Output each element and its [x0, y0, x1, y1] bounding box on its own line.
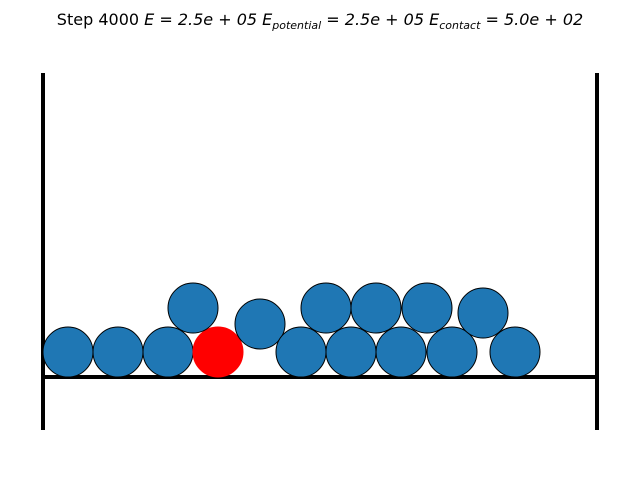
- total-energy-symbol: E: [144, 10, 155, 29]
- container-walls: [41, 73, 599, 430]
- particle: [325, 326, 377, 378]
- total-energy-value: 2.5e + 05: [177, 10, 258, 29]
- particles-group: [42, 282, 541, 378]
- particle: [42, 326, 94, 378]
- particle: [142, 326, 194, 378]
- particle: [489, 326, 541, 378]
- contact-energy-symbol: E: [429, 10, 440, 29]
- figure-title: Step 4000 E = 2.5e + 05 Epotential = 2.5…: [56, 10, 584, 32]
- particle: [375, 326, 427, 378]
- contact-energy-value: 5.0e + 02: [503, 10, 584, 29]
- particle: [167, 282, 219, 334]
- particle: [350, 282, 402, 334]
- potential-energy-value: 2.5e + 05: [344, 10, 425, 29]
- particle: [300, 282, 352, 334]
- potential-energy-symbol: E: [262, 10, 273, 29]
- highlighted-particle: [192, 326, 244, 378]
- potential-energy-subscript: potential: [272, 19, 322, 32]
- step-value: 4000: [98, 10, 140, 29]
- particle: [401, 282, 453, 334]
- particle: [275, 326, 327, 378]
- particle: [457, 287, 509, 339]
- contact-energy-subscript: contact: [439, 19, 481, 32]
- step-label: Step: [56, 10, 94, 29]
- particle: [92, 326, 144, 378]
- particle: [234, 298, 286, 350]
- particle: [426, 326, 478, 378]
